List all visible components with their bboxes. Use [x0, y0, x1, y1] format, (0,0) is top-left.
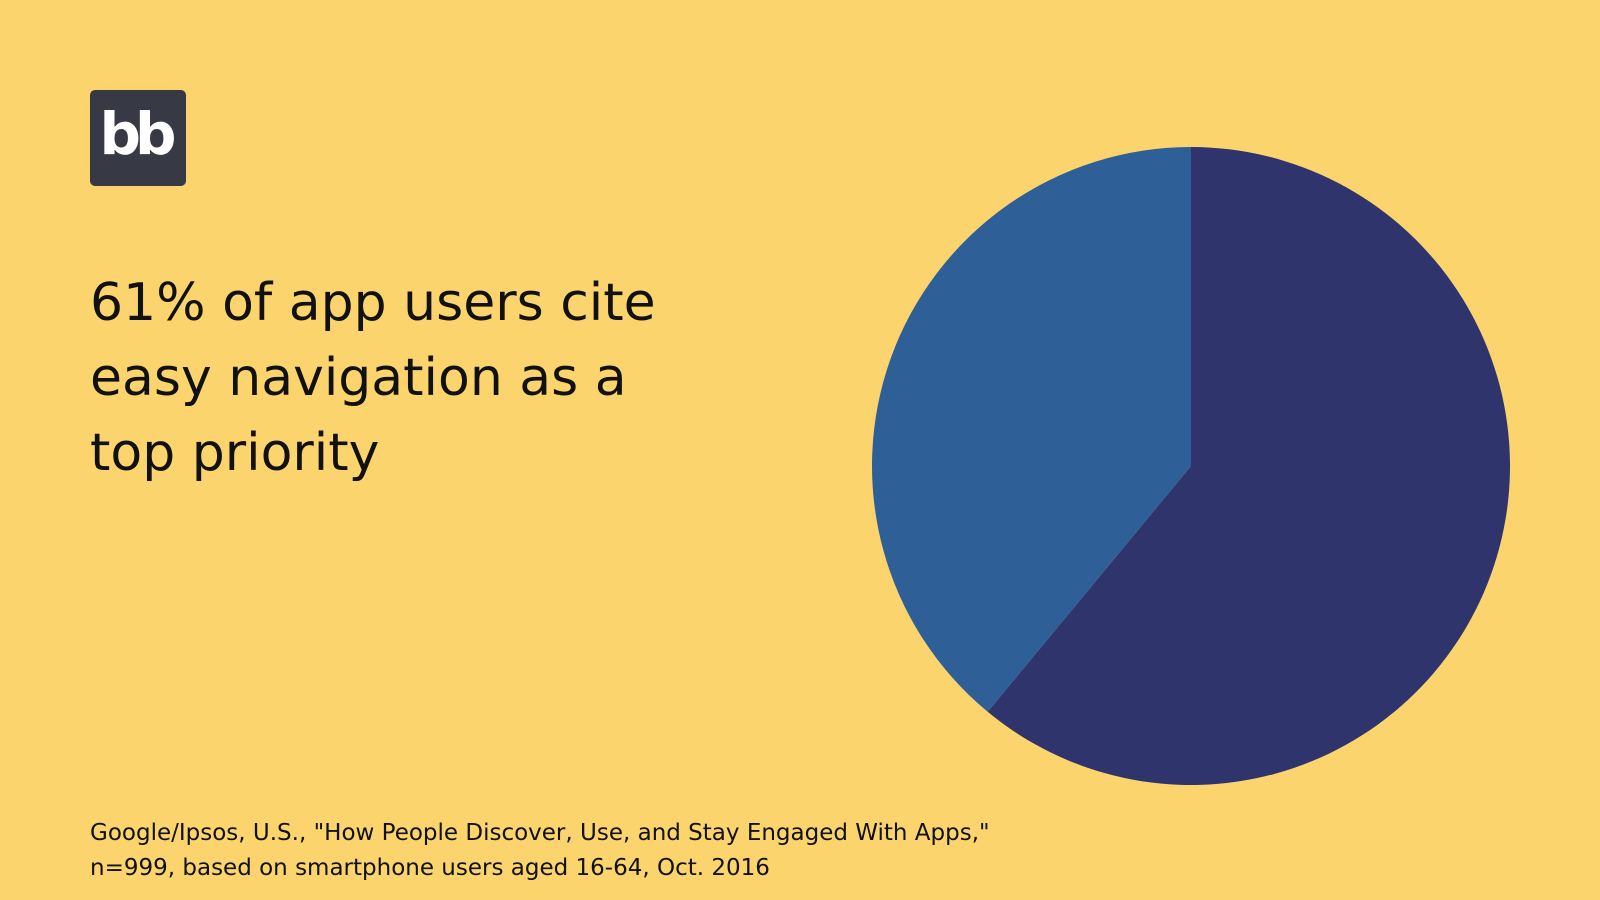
pie-slice-0 — [987, 147, 1510, 785]
source-line-1: Google/Ipsos, U.S., "How People Discover… — [90, 820, 990, 846]
logo-text: bb — [99, 100, 176, 168]
brand-logo: bb — [90, 90, 186, 186]
source-citation: Google/Ipsos, U.S., "How People Discover… — [90, 816, 990, 886]
headline: 61% of app users cite easy navigation as… — [90, 273, 656, 483]
pie-slice-1 — [871, 146, 1191, 712]
source-line-2: n=999, based on smartphone users aged 16… — [90, 855, 770, 881]
